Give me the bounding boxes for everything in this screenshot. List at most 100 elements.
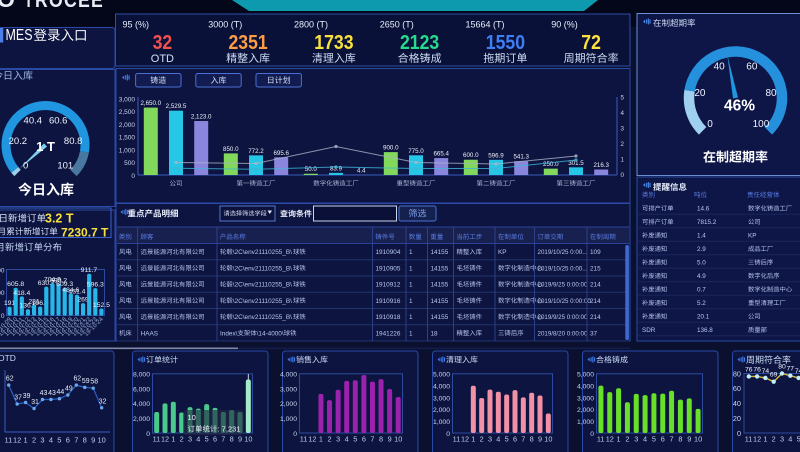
svg-text:215: 215 [590,265,601,272]
svg-text:269: 269 [77,297,89,304]
svg-text:4.4: 4.4 [357,167,366,174]
svg-text:2019/10/25 0:00:00: 2019/10/25 0:00:00 [538,298,592,305]
svg-text:46%: 46% [724,98,755,115]
svg-text:\14-4000\: \14-4000\ [257,330,284,337]
svg-text:3: 3 [188,435,192,444]
svg-text:6: 6 [213,435,217,444]
svg-text:911.7: 911.7 [81,267,98,274]
svg-text:6: 6 [661,435,665,444]
svg-text:83.9: 83.9 [330,165,343,172]
svg-text:74: 74 [795,368,800,375]
svg-text:9: 9 [388,435,392,444]
svg-text:1: 1 [409,265,413,272]
svg-text:12: 12 [461,435,469,444]
svg-text:1.4: 1.4 [697,233,706,240]
svg-text:500: 500 [124,160,135,167]
svg-text:2,650.0: 2,650.0 [140,100,161,107]
svg-text:8: 8 [530,435,534,444]
svg-text:O: O [0,0,15,12]
svg-text:301.5: 301.5 [568,160,584,167]
svg-text:1: 1 [471,435,475,444]
svg-text:191: 191 [4,300,16,307]
svg-text:2351: 2351 [229,32,268,54]
svg-text:20: 20 [694,88,706,99]
svg-text:14155: 14155 [431,282,449,289]
svg-text:4: 4 [196,435,200,444]
svg-text:49: 49 [65,385,73,392]
svg-text:1910916: 1910916 [376,298,401,305]
svg-text:37: 37 [14,395,22,402]
svg-text:600.0: 600.0 [463,152,479,159]
svg-text:250.0: 250.0 [543,161,559,168]
svg-text:14155: 14155 [431,249,449,256]
svg-text:14155: 14155 [431,265,449,272]
svg-text:10: 10 [188,413,196,422]
svg-text:3: 3 [634,435,638,444]
svg-text:11: 11 [745,435,753,444]
svg-text:2123: 2123 [400,32,439,54]
svg-text:1910905: 1910905 [376,265,401,272]
svg-text:1910904: 1910904 [376,249,401,256]
svg-text:5: 5 [621,94,625,101]
svg-text:69: 69 [770,372,778,379]
svg-text:1: 1 [617,435,621,444]
svg-text:2,000: 2,000 [280,401,297,408]
svg-text:40.4: 40.4 [24,116,43,127]
svg-text:\2C\env21110255_B\: \2C\env21110255_B\ [233,298,292,305]
svg-text:418.4: 418.4 [13,290,30,297]
svg-text:0: 0 [707,119,713,130]
svg-text:7: 7 [521,435,525,444]
svg-text:4,000: 4,000 [433,383,450,390]
svg-text:76: 76 [753,366,761,373]
svg-text:8,000: 8,000 [133,372,150,379]
svg-text:Index\: Index\ [220,330,238,337]
svg-text:7815.2: 7815.2 [697,219,717,226]
svg-text:1: 1 [319,435,323,444]
svg-text:12: 12 [606,435,614,444]
svg-text:0: 0 [146,431,150,438]
svg-text:1,000: 1,000 [119,147,136,154]
svg-text:5: 5 [353,435,357,444]
svg-text:5,000: 5,000 [577,372,594,379]
svg-text:60.6: 60.6 [49,116,68,127]
svg-text:10: 10 [244,435,252,444]
svg-text:11: 11 [597,435,605,444]
svg-text:1: 1 [409,298,413,305]
svg-text:3,000: 3,000 [119,97,136,104]
svg-text:1: 1 [763,435,767,444]
svg-text:80: 80 [766,88,778,99]
svg-text:10: 10 [694,435,702,444]
svg-text:109: 109 [590,249,601,256]
svg-text:2,000: 2,000 [577,407,594,414]
svg-text:196.6: 196.6 [32,300,49,307]
svg-text:62: 62 [6,376,14,383]
svg-text:0: 0 [131,173,135,180]
svg-text:18: 18 [431,330,439,337]
svg-text:9: 9 [238,435,242,444]
svg-text:0: 0 [737,429,741,438]
svg-text:4: 4 [49,436,53,445]
svg-text:44: 44 [57,389,65,396]
svg-text:72: 72 [581,32,601,54]
svg-text:2019/10/25 0:00...: 2019/10/25 0:00... [538,249,588,256]
svg-text:136.8: 136.8 [697,327,713,334]
svg-text:20: 20 [733,414,741,423]
svg-text:\2C\env21110255_B\: \2C\env21110255_B\ [233,265,292,272]
svg-text:1550: 1550 [486,32,525,54]
svg-text:6,000: 6,000 [133,386,150,393]
svg-text:1: 1 [24,436,28,445]
svg-text:95 (%): 95 (%) [123,20,150,30]
svg-text:4.9: 4.9 [697,273,706,280]
svg-text:2,500: 2,500 [119,109,136,116]
svg-text:7: 7 [221,435,225,444]
svg-text:5: 5 [652,435,656,444]
svg-text:20.1: 20.1 [697,314,710,321]
svg-text:000: 000 [0,267,5,274]
svg-text:704.9: 704.9 [44,277,61,284]
svg-text:605.8: 605.8 [7,281,24,288]
svg-text:2: 2 [480,435,484,444]
svg-text:775.0: 775.0 [408,148,424,155]
svg-text:2: 2 [621,141,625,148]
svg-text:4: 4 [788,435,792,444]
svg-text:11: 11 [453,435,461,444]
